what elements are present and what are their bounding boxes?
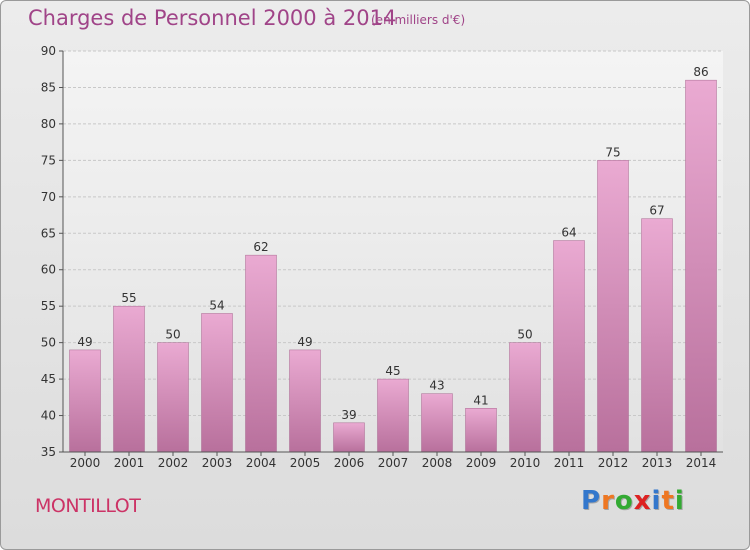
x-tick-label: 2004 bbox=[246, 456, 277, 470]
proxiti-logo: Proxiti bbox=[581, 486, 685, 516]
data-label: 62 bbox=[253, 240, 268, 254]
bar bbox=[245, 254, 277, 453]
y-tick-label: 45 bbox=[41, 372, 56, 386]
y-tick-label: 90 bbox=[41, 44, 56, 58]
data-label: 64 bbox=[561, 226, 576, 240]
data-label: 49 bbox=[77, 335, 92, 349]
bar bbox=[465, 408, 497, 453]
bar bbox=[113, 305, 145, 453]
data-label: 45 bbox=[385, 364, 400, 378]
data-label: 41 bbox=[473, 393, 488, 407]
data-label: 43 bbox=[429, 379, 444, 393]
data-label: 39 bbox=[341, 408, 356, 422]
x-tick-label: 2011 bbox=[554, 456, 585, 470]
bar bbox=[597, 160, 629, 453]
data-label: 86 bbox=[693, 65, 708, 79]
y-tick-label: 80 bbox=[41, 117, 56, 131]
logo-letter: x bbox=[633, 486, 652, 516]
bar bbox=[69, 349, 101, 453]
data-label: 50 bbox=[517, 328, 532, 342]
chart-unit: (en milliers d'€) bbox=[371, 13, 466, 27]
y-tick-label: 75 bbox=[41, 153, 56, 167]
y-tick-label: 40 bbox=[41, 409, 56, 423]
bar bbox=[377, 378, 409, 453]
x-tick-label: 2003 bbox=[202, 456, 233, 470]
y-tick-label: 85 bbox=[41, 80, 56, 94]
x-tick-label: 2012 bbox=[598, 456, 629, 470]
bar bbox=[289, 349, 321, 453]
data-label: 49 bbox=[297, 335, 312, 349]
y-tick-label: 60 bbox=[41, 263, 56, 277]
y-tick-label: 50 bbox=[41, 336, 56, 350]
data-label: 75 bbox=[605, 145, 620, 159]
logo-letter: t bbox=[661, 486, 675, 516]
commune-name: MONTILLOT bbox=[35, 495, 141, 517]
chart-title: Charges de Personnel 2000 à 2014 bbox=[28, 6, 397, 30]
bar bbox=[421, 393, 453, 453]
logo-letter: i bbox=[651, 486, 662, 516]
x-tick-label: 2014 bbox=[686, 456, 717, 470]
x-tick-label: 2008 bbox=[422, 456, 453, 470]
logo-letter: o bbox=[614, 486, 634, 516]
x-tick-label: 2010 bbox=[510, 456, 541, 470]
data-label: 67 bbox=[649, 204, 664, 218]
data-label: 50 bbox=[165, 328, 180, 342]
bar bbox=[509, 342, 541, 453]
logo-letter: r bbox=[601, 486, 615, 516]
x-tick-label: 2009 bbox=[466, 456, 497, 470]
data-label: 55 bbox=[121, 291, 136, 305]
x-tick-label: 2007 bbox=[378, 456, 409, 470]
y-tick-label: 70 bbox=[41, 190, 56, 204]
y-tick-label: 55 bbox=[41, 299, 56, 313]
logo-letter: i bbox=[674, 486, 685, 516]
x-tick-label: 2006 bbox=[334, 456, 365, 470]
x-tick-label: 2000 bbox=[70, 456, 101, 470]
bar bbox=[641, 218, 673, 453]
bar bbox=[685, 79, 717, 453]
bar bbox=[333, 422, 365, 453]
logo-letter: P bbox=[581, 486, 602, 516]
x-tick-label: 2013 bbox=[642, 456, 673, 470]
bar bbox=[201, 313, 233, 453]
x-tick-label: 2002 bbox=[158, 456, 189, 470]
bar bbox=[157, 342, 189, 453]
data-label: 54 bbox=[209, 298, 224, 312]
x-tick-label: 2001 bbox=[114, 456, 145, 470]
bar bbox=[553, 240, 585, 453]
x-tick-label: 2005 bbox=[290, 456, 321, 470]
y-tick-label: 65 bbox=[41, 226, 56, 240]
y-tick-label: 35 bbox=[41, 445, 56, 459]
